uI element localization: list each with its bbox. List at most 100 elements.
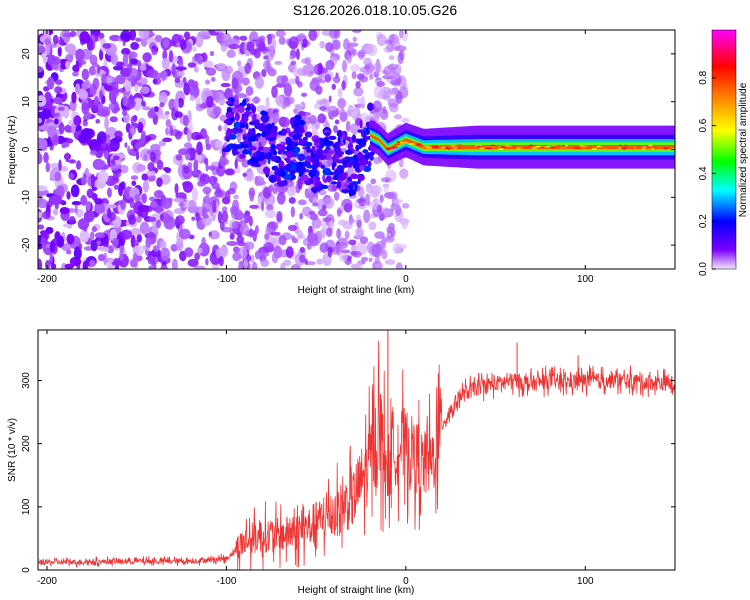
spectrogram-cell: [331, 163, 335, 171]
spectrogram-cell: [251, 96, 261, 104]
spectrogram-cell: [348, 218, 356, 224]
spectrogram-cell: [130, 42, 140, 51]
spectrogram-cell: [337, 135, 341, 144]
spectrogram-cell: [96, 64, 101, 74]
spectrogram-cell: [156, 177, 163, 188]
spectrogram-cell: [212, 199, 217, 213]
spectrogram-cell: [82, 260, 88, 269]
spectrogram-cell: [174, 77, 181, 84]
spectrogram-cell: [387, 98, 399, 108]
spectrogram-cell: [384, 259, 396, 265]
spectrogram-cell: [367, 160, 372, 168]
spectrogram-cell: [145, 237, 152, 248]
spectrogram-cell: [368, 61, 374, 76]
spectrogram-cell: [393, 198, 404, 204]
spectrogram-cell: [174, 183, 179, 195]
spectrogram-cell: [348, 239, 357, 246]
spectrogram-cell: [264, 209, 276, 219]
spectrogram-cell: [528, 144, 535, 147]
spectrogram-cell: [68, 216, 76, 224]
spectrogram-cell: [376, 34, 387, 47]
spectrogram-cell: [97, 170, 109, 184]
spectrogram-cell: [450, 144, 456, 147]
spectrogram-cell: [118, 88, 125, 93]
spectrogram-cell: [152, 78, 158, 85]
spectrogram-cell: [220, 82, 231, 88]
spectrogram-ylabel: Frequency (Hz): [7, 116, 18, 185]
spectrogram-cell: [335, 244, 342, 256]
spectrogram-cell: [160, 265, 168, 269]
spectrogram-cell: [169, 125, 173, 137]
spectrogram-cell: [81, 102, 90, 115]
spectrogram-cell: [178, 59, 184, 68]
snr-x-tick-label: 100: [577, 576, 594, 587]
spectrogram-cell: [151, 45, 156, 50]
spectrogram-cell: [512, 145, 516, 148]
spectrogram-cell: [94, 198, 104, 205]
spectrogram-cell: [140, 86, 150, 94]
spectrogram-cell: [83, 210, 95, 223]
spectrogram-cell: [447, 148, 451, 150]
spectrogram-cell: [288, 36, 299, 50]
spectrogram-cell: [295, 116, 301, 120]
colorbar: 0.0 0.2 0.4 0.6 0.8 Normalized spectral ampl…: [698, 29, 749, 276]
spectrogram-cell: [348, 188, 357, 196]
spectrogram-cell: [528, 146, 531, 148]
spectrogram-cell: [300, 174, 309, 182]
spectrogram-cell: [112, 155, 120, 161]
spectrogram-cell: [343, 38, 350, 51]
spectrogram-cell: [278, 171, 287, 177]
spectrogram-cell: [359, 164, 365, 171]
spectrogram-cell: [146, 169, 156, 177]
spectrogram-cell: [187, 62, 197, 68]
spectrogram-cell: [401, 219, 409, 230]
spectrogram-cell: [58, 122, 65, 135]
spectrogram-cell: [290, 206, 296, 218]
spectrogram-cell: [56, 235, 65, 248]
spectrogram-cell: [52, 56, 61, 66]
spectrogram-cell: [51, 134, 59, 146]
spectrogram-cell: [191, 80, 199, 88]
spectrogram-cell: [258, 251, 270, 258]
spectrogram-cell: [247, 132, 257, 136]
spectrogram-cell: [321, 204, 327, 211]
spectrogram-cell: [280, 128, 287, 136]
spectrogram-cell: [296, 124, 305, 134]
spectrogram-cell: [309, 213, 319, 221]
spectrogram-cell: [332, 76, 341, 84]
spectrogram-cell: [333, 174, 337, 181]
spectrogram-cell: [211, 182, 220, 190]
spectrogram-cell: [160, 70, 168, 81]
spectrogram-cell: [368, 257, 373, 263]
spectrogram-cell: [284, 173, 289, 178]
spectrogram-cell: [489, 144, 496, 147]
spectrogram-cell: [268, 136, 275, 141]
spectrogram-cell: [308, 30, 318, 41]
spectrogram-cell: [218, 256, 224, 267]
spectrogram-cell: [276, 75, 286, 86]
spectrogram-cell: [89, 231, 95, 240]
spectrogram-cell: [90, 105, 99, 113]
spectrogram-cell: [149, 196, 156, 202]
spectrogram-cell: [249, 204, 260, 209]
spectrogram-cell: [325, 42, 334, 52]
spectrogram-cell: [296, 229, 303, 240]
spectrogram-cell: [175, 154, 183, 161]
spectrogram-cell: [221, 68, 231, 82]
spectrogram-cell: [69, 30, 77, 37]
spectrogram-cell: [241, 114, 249, 124]
spectrogram-cell: [291, 170, 295, 176]
spectrogram-cell: [96, 109, 109, 117]
spectrogram-cell: [347, 176, 352, 180]
spectrogram-cell: [326, 149, 335, 156]
spectrogram-y-tick-label: 10: [21, 96, 32, 108]
spectrogram-cell: [241, 159, 250, 168]
spectrogram-cell: [395, 91, 403, 104]
spectrogram-cell: [279, 166, 285, 172]
snr-x-ticks: -200 -100 0 100: [37, 330, 594, 587]
spectrogram-cell: [214, 92, 220, 104]
spectrogram-cell: [336, 183, 341, 189]
spectrogram-cell: [244, 210, 251, 216]
spectrogram-cell: [215, 247, 227, 259]
